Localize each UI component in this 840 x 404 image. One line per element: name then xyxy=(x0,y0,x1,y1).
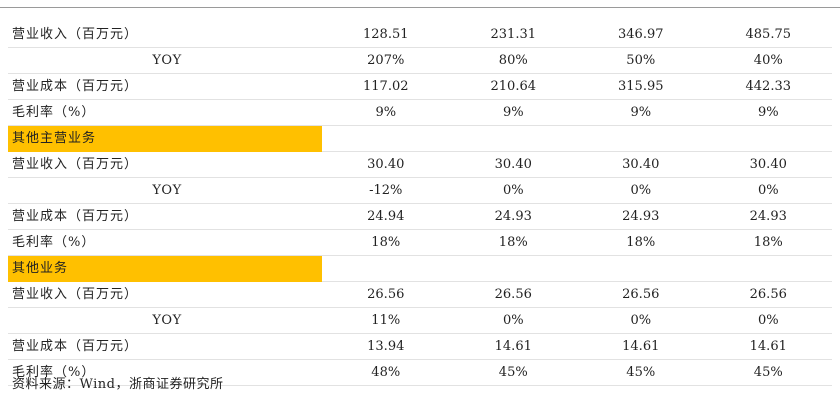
row-label: 毛利率（%） xyxy=(8,229,322,256)
value-cell: 24.93 xyxy=(577,203,705,230)
value-cell: 13.94 xyxy=(322,333,450,360)
value-cell: 48% xyxy=(322,359,450,386)
value-cell: 40% xyxy=(704,47,832,74)
yoy-row: YOY 207% 80% 50% 40% xyxy=(8,47,832,74)
value-cell: 128.51 xyxy=(322,22,450,48)
value-cell: 117.02 xyxy=(322,73,450,100)
value-cell: 50% xyxy=(577,47,705,74)
value-cell: 18% xyxy=(577,229,705,256)
value-cell xyxy=(704,255,832,282)
section-header-row: 其他主营业务 xyxy=(8,125,832,152)
table-row: 营业收入（百万元） 30.40 30.40 30.40 30.40 xyxy=(8,151,832,178)
value-cell: 30.40 xyxy=(577,151,705,178)
value-cell: 18% xyxy=(704,229,832,256)
value-cell: 9% xyxy=(449,99,577,126)
row-label: 营业成本（百万元） xyxy=(8,333,322,360)
value-cell: 0% xyxy=(449,307,577,334)
table-row: 营业成本（百万元） 13.94 14.61 14.61 14.61 xyxy=(8,333,832,360)
value-cell: 24.93 xyxy=(449,203,577,230)
value-cell xyxy=(577,255,705,282)
value-cell: 26.56 xyxy=(322,281,450,308)
table-row: 营业收入（百万元） 26.56 26.56 26.56 26.56 xyxy=(8,281,832,308)
value-cell: 45% xyxy=(577,359,705,386)
table-row: 营业成本（百万元） 24.94 24.93 24.93 24.93 xyxy=(8,203,832,230)
value-cell: 26.56 xyxy=(449,281,577,308)
value-cell: 9% xyxy=(704,99,832,126)
value-cell: 0% xyxy=(449,177,577,204)
value-cell: 30.40 xyxy=(449,151,577,178)
section-label: 其他业务 xyxy=(8,255,322,282)
yoy-row: YOY -12% 0% 0% 0% xyxy=(8,177,832,204)
section-label: 其他主营业务 xyxy=(8,125,322,152)
value-cell: 0% xyxy=(577,307,705,334)
value-cell: 346.97 xyxy=(577,22,705,48)
financial-forecast-table: 营业收入（百万元） 128.51 231.31 346.97 485.75 YOY 207%… xyxy=(8,22,832,386)
table-row: 营业收入（百万元） 128.51 231.31 346.97 485.75 xyxy=(8,22,832,48)
row-label: YOY xyxy=(8,177,322,204)
value-cell: 14.61 xyxy=(704,333,832,360)
value-cell: 30.40 xyxy=(704,151,832,178)
section-header-row: 其他业务 xyxy=(8,255,832,282)
value-cell xyxy=(449,125,577,152)
row-label: 毛利率（%） xyxy=(8,99,322,126)
value-cell: 207% xyxy=(322,47,450,74)
row-label: 营业收入（百万元） xyxy=(8,151,322,178)
value-cell: 11% xyxy=(322,307,450,334)
table-row: 毛利率（%） 48% 45% 45% 45% xyxy=(8,359,832,386)
table-row: 毛利率（%） 18% 18% 18% 18% xyxy=(8,229,832,256)
value-cell: 26.56 xyxy=(577,281,705,308)
value-cell: 45% xyxy=(704,359,832,386)
value-cell: 9% xyxy=(577,99,705,126)
value-cell: 442.33 xyxy=(704,73,832,100)
table-row: 营业成本（百万元） 117.02 210.64 315.95 442.33 xyxy=(8,73,832,100)
value-cell: 45% xyxy=(449,359,577,386)
value-cell xyxy=(322,255,450,282)
value-cell xyxy=(704,125,832,152)
row-label: 营业成本（百万元） xyxy=(8,203,322,230)
value-cell: 18% xyxy=(449,229,577,256)
header-rule xyxy=(0,7,840,8)
value-cell xyxy=(449,255,577,282)
row-label: 营业成本（百万元） xyxy=(8,73,322,100)
row-label: YOY xyxy=(8,307,322,334)
value-cell xyxy=(322,125,450,152)
value-cell: 18% xyxy=(322,229,450,256)
value-cell: 0% xyxy=(704,307,832,334)
value-cell xyxy=(577,125,705,152)
value-cell: 9% xyxy=(322,99,450,126)
value-cell: 210.64 xyxy=(449,73,577,100)
value-cell: 26.56 xyxy=(704,281,832,308)
row-label: 毛利率（%） xyxy=(8,359,322,386)
source-note: 资料来源：Wind，浙商证券研究所 xyxy=(12,377,224,392)
value-cell: 0% xyxy=(704,177,832,204)
value-cell: 315.95 xyxy=(577,73,705,100)
value-cell: 24.93 xyxy=(704,203,832,230)
row-label: YOY xyxy=(8,47,322,74)
value-cell: -12% xyxy=(322,177,450,204)
value-cell: 14.61 xyxy=(449,333,577,360)
yoy-row: YOY 11% 0% 0% 0% xyxy=(8,307,832,334)
value-cell: 231.31 xyxy=(449,22,577,48)
value-cell: 24.94 xyxy=(322,203,450,230)
value-cell: 0% xyxy=(577,177,705,204)
value-cell: 485.75 xyxy=(704,22,832,48)
row-label: 营业收入（百万元） xyxy=(8,281,322,308)
table-row: 毛利率（%） 9% 9% 9% 9% xyxy=(8,99,832,126)
value-cell: 80% xyxy=(449,47,577,74)
value-cell: 14.61 xyxy=(577,333,705,360)
value-cell: 30.40 xyxy=(322,151,450,178)
table-body: 营业收入（百万元） 128.51 231.31 346.97 485.75 YOY 207%… xyxy=(8,22,832,386)
row-label: 营业收入（百万元） xyxy=(8,22,322,48)
